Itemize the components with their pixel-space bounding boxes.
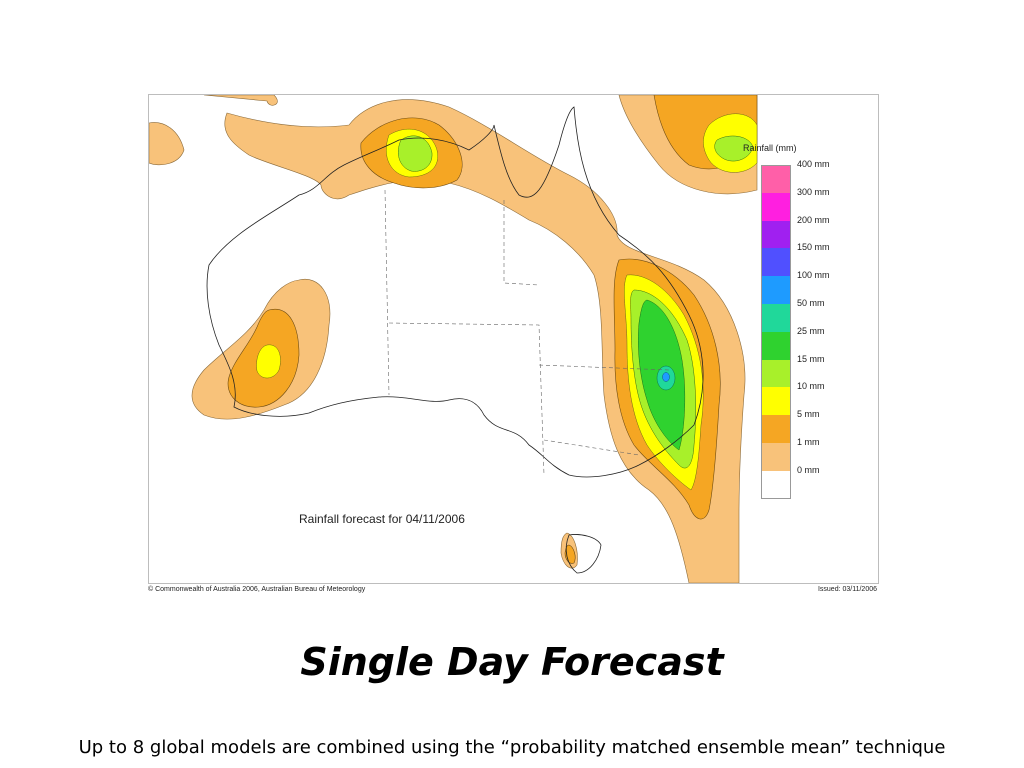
legend-item: 1 mm	[761, 437, 820, 471]
legend-swatch	[761, 470, 791, 499]
legend-label: 5 mm	[797, 409, 820, 420]
legend-swatch	[761, 220, 791, 249]
map-title: Rainfall forecast for 04/11/2006	[299, 512, 465, 526]
rain-50mm-area	[656, 365, 676, 391]
legend-label: 25 mm	[797, 325, 825, 336]
legend-item: 400 mm	[761, 159, 830, 193]
legend-label: 1 mm	[797, 436, 820, 447]
legend-item: 15 mm	[761, 354, 825, 388]
legend-swatch	[761, 331, 791, 360]
legend-label: 10 mm	[797, 381, 825, 392]
rainfall-legend: 400 mm 300 mm 200 mm 150 mm 100 mm 50 mm 25 mm…	[761, 159, 830, 499]
legend-swatch	[761, 276, 791, 304]
legend-item: 10 mm	[761, 381, 825, 416]
legend-item: 5 mm	[761, 409, 820, 443]
legend-label: 300 mm	[797, 186, 830, 197]
legend-swatch	[761, 303, 791, 332]
legend-title: Rainfall (mm)	[743, 143, 797, 153]
legend-label: 150 mm	[797, 242, 830, 253]
legend-item: 50 mm	[761, 298, 825, 332]
legend-swatch	[761, 387, 791, 416]
legend-label: 200 mm	[797, 214, 830, 225]
legend-item: 150 mm	[761, 242, 830, 277]
legend-swatch	[761, 248, 791, 277]
rainfall-map-graphic	[149, 95, 758, 583]
legend-item: 25 mm	[761, 326, 825, 360]
legend-item: 200 mm	[761, 215, 830, 249]
tasmania-coastline	[565, 534, 602, 574]
australia-coastline	[206, 106, 704, 478]
legend-swatch	[761, 192, 791, 221]
legend-label: 0 mm	[797, 464, 820, 475]
legend-swatch	[761, 165, 791, 193]
slide-title: Single Day Forecast	[300, 640, 724, 684]
legend-swatch	[761, 442, 791, 471]
legend-label: 15 mm	[797, 353, 825, 364]
state-borders	[384, 189, 670, 476]
map-copyright: © Commonwealth of Australia 2006, Austra…	[148, 586, 366, 593]
legend-label: 50 mm	[797, 297, 825, 308]
legend-swatch	[761, 415, 791, 443]
legend-label: 400 mm	[797, 159, 830, 169]
legend-item: 100 mm	[761, 270, 830, 304]
legend-swatch	[761, 359, 791, 388]
legend-item: 0 mm	[761, 465, 820, 499]
legend-item: 300 mm	[761, 187, 830, 221]
rainfall-map: Rainfall forecast for 04/11/2006 Rainfal…	[148, 94, 879, 584]
legend-label: 100 mm	[797, 270, 830, 281]
slide-subtitle: Up to 8 global models are combined using…	[78, 737, 946, 758]
map-issued-date: Issued: 03/11/2006	[817, 586, 877, 593]
